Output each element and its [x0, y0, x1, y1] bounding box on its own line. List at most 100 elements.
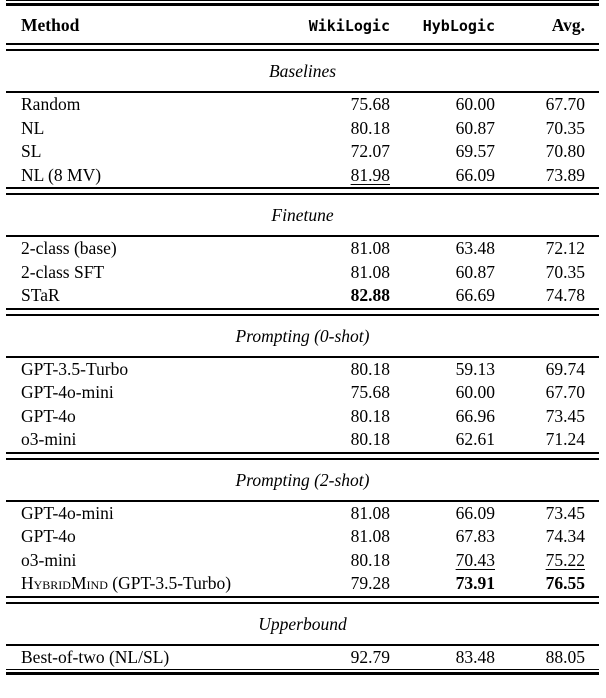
value-cell: 79.28 — [350, 573, 390, 593]
section-header-row: Prompting (0-shot) — [6, 316, 599, 356]
section-divider-rule — [6, 595, 599, 604]
column-header-hyblogic: HybLogic — [422, 17, 495, 35]
section-title-rule — [6, 91, 599, 93]
method-cell: Random — [21, 94, 81, 114]
value-cell: 80.18 — [350, 405, 390, 426]
value-cell: 70.80 — [545, 141, 585, 161]
section-title: Prompting (2-shot) — [235, 469, 370, 490]
value-cell: 67.83 — [455, 526, 495, 546]
value-cell: 81.08 — [350, 502, 390, 523]
section-header-row: Finetune — [6, 195, 599, 235]
method-cell: Best-of-two (NL/SL) — [21, 646, 170, 667]
value-cell: 62.61 — [455, 429, 495, 449]
table-row: GPT-3.5-Turbo 80.18 59.13 69.74 — [6, 358, 599, 382]
value-cell: 70.35 — [545, 117, 585, 138]
table-bottom-rule — [6, 669, 599, 675]
value-cell: 66.96 — [455, 405, 495, 426]
table-row: GPT-4o-mini 81.08 66.09 73.45 — [6, 502, 599, 526]
method-cell: GPT-4o — [21, 405, 76, 426]
section-title-rule — [6, 499, 599, 502]
method-cell: 2-class SFT — [21, 261, 105, 282]
table-row: HybridMind (GPT-3.5-Turbo) 79.28 73.91 76.5… — [6, 572, 599, 596]
value-cell: 74.78 — [545, 285, 585, 305]
section-divider-rule — [6, 187, 599, 195]
method-cell: GPT-4o-mini — [21, 502, 114, 523]
value-cell: 73.89 — [545, 164, 585, 185]
value-cell: 81.08 — [350, 526, 390, 546]
value-cell: 88.05 — [545, 646, 585, 667]
value-cell: 83.48 — [455, 646, 495, 667]
section-divider-rule — [6, 43, 599, 51]
value-cell: 82.88 — [350, 285, 390, 305]
table-row: 2-class SFT 81.08 60.87 70.35 — [6, 261, 599, 285]
value-cell: 69.74 — [545, 358, 585, 379]
value-cell: 66.69 — [455, 285, 495, 305]
method-cell: GPT-3.5-Turbo — [21, 358, 129, 379]
value-cell: 60.00 — [455, 382, 495, 402]
value-cell: 67.70 — [545, 382, 585, 402]
value-cell: 75.68 — [350, 94, 390, 114]
table-row: Random 75.68 60.00 67.70 — [6, 93, 599, 117]
table-row: GPT-4o 81.08 67.83 74.34 — [6, 525, 599, 549]
method-cell: o3-mini — [21, 549, 77, 570]
value-cell: 73.45 — [545, 405, 585, 426]
table-row: 2-class (base) 81.08 63.48 72.12 — [6, 237, 599, 261]
section-title-rule — [6, 235, 599, 237]
table-row: SL 72.07 69.57 70.80 — [6, 140, 599, 164]
method-name-smallcaps: HybridMind — [21, 573, 108, 593]
table-row: o3-mini 80.18 70.43 75.22 — [6, 549, 599, 573]
method-cell: GPT-4o-mini — [21, 382, 114, 402]
value-cell: 80.18 — [350, 549, 390, 570]
section-title: Finetune — [271, 205, 334, 225]
value-cell: 80.18 — [350, 429, 390, 449]
value-cell: 67.70 — [545, 94, 585, 114]
table-header-row: Method WikiLogic HybLogic Avg. — [6, 6, 599, 43]
table-row: GPT-4o-mini 75.68 60.00 67.70 — [6, 381, 599, 405]
value-cell: 73.45 — [545, 502, 585, 523]
value-cell: 72.12 — [545, 238, 585, 258]
value-cell: 81.98 — [350, 164, 390, 185]
section-divider-rule — [6, 307, 599, 316]
value-cell: 70.35 — [545, 261, 585, 282]
value-cell: 92.79 — [350, 646, 390, 667]
section-title-rule — [6, 355, 599, 358]
table-row: o3-mini 80.18 62.61 71.24 — [6, 428, 599, 452]
value-cell: 73.91 — [455, 573, 495, 593]
table-row: Best-of-two (NL/SL) 92.79 83.48 88.05 — [6, 646, 599, 670]
results-table: Method WikiLogic HybLogic Avg. Baselines… — [6, 0, 599, 675]
column-header-wikilogic: WikiLogic — [308, 17, 390, 35]
section-title-rule — [6, 643, 599, 646]
section-divider-rule — [6, 451, 599, 460]
section-title: Upperbound — [258, 613, 347, 634]
section-header-row: Prompting (2-shot) — [6, 460, 599, 500]
method-cell: GPT-4o — [21, 526, 76, 546]
value-cell: 70.43 — [455, 549, 495, 570]
value-cell: 60.87 — [455, 261, 495, 282]
value-cell: 81.08 — [350, 261, 390, 282]
method-cell: SL — [21, 141, 42, 161]
section-title: Prompting (0-shot) — [235, 325, 370, 346]
method-cell: NL — [21, 117, 45, 138]
table-row: NL 80.18 60.87 70.35 — [6, 117, 599, 141]
value-cell: 75.68 — [350, 382, 390, 402]
section-header-row: Baselines — [6, 51, 599, 91]
value-cell: 69.57 — [455, 141, 495, 161]
value-cell: 66.09 — [455, 502, 495, 523]
value-cell: 66.09 — [455, 164, 495, 185]
method-cell: STaR — [21, 285, 60, 305]
column-header-avg: Avg. — [551, 15, 585, 35]
value-cell: 63.48 — [455, 238, 495, 258]
table-row: GPT-4o 80.18 66.96 73.45 — [6, 405, 599, 429]
value-cell: 76.55 — [545, 573, 585, 593]
value-cell: 81.08 — [350, 238, 390, 258]
value-cell: 60.87 — [455, 117, 495, 138]
section-title: Baselines — [268, 61, 337, 81]
value-cell: 59.13 — [455, 358, 495, 379]
value-cell: 80.18 — [350, 358, 390, 379]
table-row: NL (8 MV) 81.98 66.09 73.89 — [6, 164, 599, 188]
value-cell: 74.34 — [545, 526, 585, 546]
value-cell: 71.24 — [545, 429, 585, 449]
value-cell: 75.22 — [545, 549, 585, 570]
section-header-row: Upperbound — [6, 604, 599, 644]
method-cell: HybridMind (GPT-3.5-Turbo) — [21, 573, 232, 593]
